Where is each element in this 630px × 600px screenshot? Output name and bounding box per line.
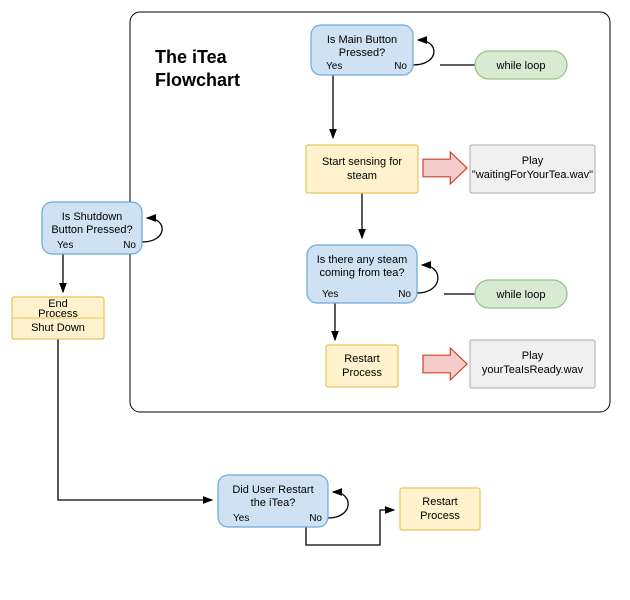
svg-text:No: No: [123, 240, 136, 251]
svg-text:coming from tea?: coming from tea?: [320, 267, 405, 279]
svg-text:No: No: [309, 513, 322, 524]
svg-text:Yes: Yes: [326, 61, 342, 72]
svg-text:Pressed?: Pressed?: [339, 47, 385, 59]
svg-text:Flowchart: Flowchart: [155, 70, 240, 90]
svg-text:Is there any steam: Is there any steam: [317, 254, 408, 266]
svg-text:Start sensing for: Start sensing for: [322, 156, 402, 168]
svg-text:Is Main Button: Is Main Button: [327, 34, 397, 46]
svg-text:No: No: [398, 289, 411, 300]
svg-text:Play: Play: [522, 350, 544, 362]
svg-text:Shut Down: Shut Down: [31, 322, 85, 334]
svg-text:Yes: Yes: [322, 289, 338, 300]
svg-text:Yes: Yes: [233, 513, 249, 524]
svg-text:The iTea: The iTea: [155, 47, 228, 67]
svg-text:Play: Play: [522, 155, 544, 167]
svg-text:while loop: while loop: [496, 289, 546, 301]
svg-text:Process: Process: [420, 510, 460, 522]
svg-text:Yes: Yes: [57, 240, 73, 251]
svg-text:Process: Process: [342, 367, 382, 379]
svg-text:Did User Restart: Did User Restart: [232, 484, 313, 496]
flowchart-canvas: The iTea Flowchart Is Main ButtonPressed? Y…: [0, 0, 630, 600]
svg-text:the iTea?: the iTea?: [251, 497, 296, 509]
svg-text:steam: steam: [347, 170, 377, 182]
svg-text:Is Shutdown: Is Shutdown: [62, 211, 123, 223]
svg-text:Restart: Restart: [344, 353, 379, 365]
svg-text:No: No: [394, 61, 407, 72]
svg-text:while loop: while loop: [496, 60, 546, 72]
svg-text:"waitingForYourTea.wav": "waitingForYourTea.wav": [472, 169, 593, 181]
svg-text:Button Pressed?: Button Pressed?: [51, 224, 132, 236]
svg-text:yourTeaIsReady.wav: yourTeaIsReady.wav: [482, 364, 584, 376]
svg-text:Process: Process: [38, 308, 78, 320]
svg-text:Restart: Restart: [422, 496, 457, 508]
